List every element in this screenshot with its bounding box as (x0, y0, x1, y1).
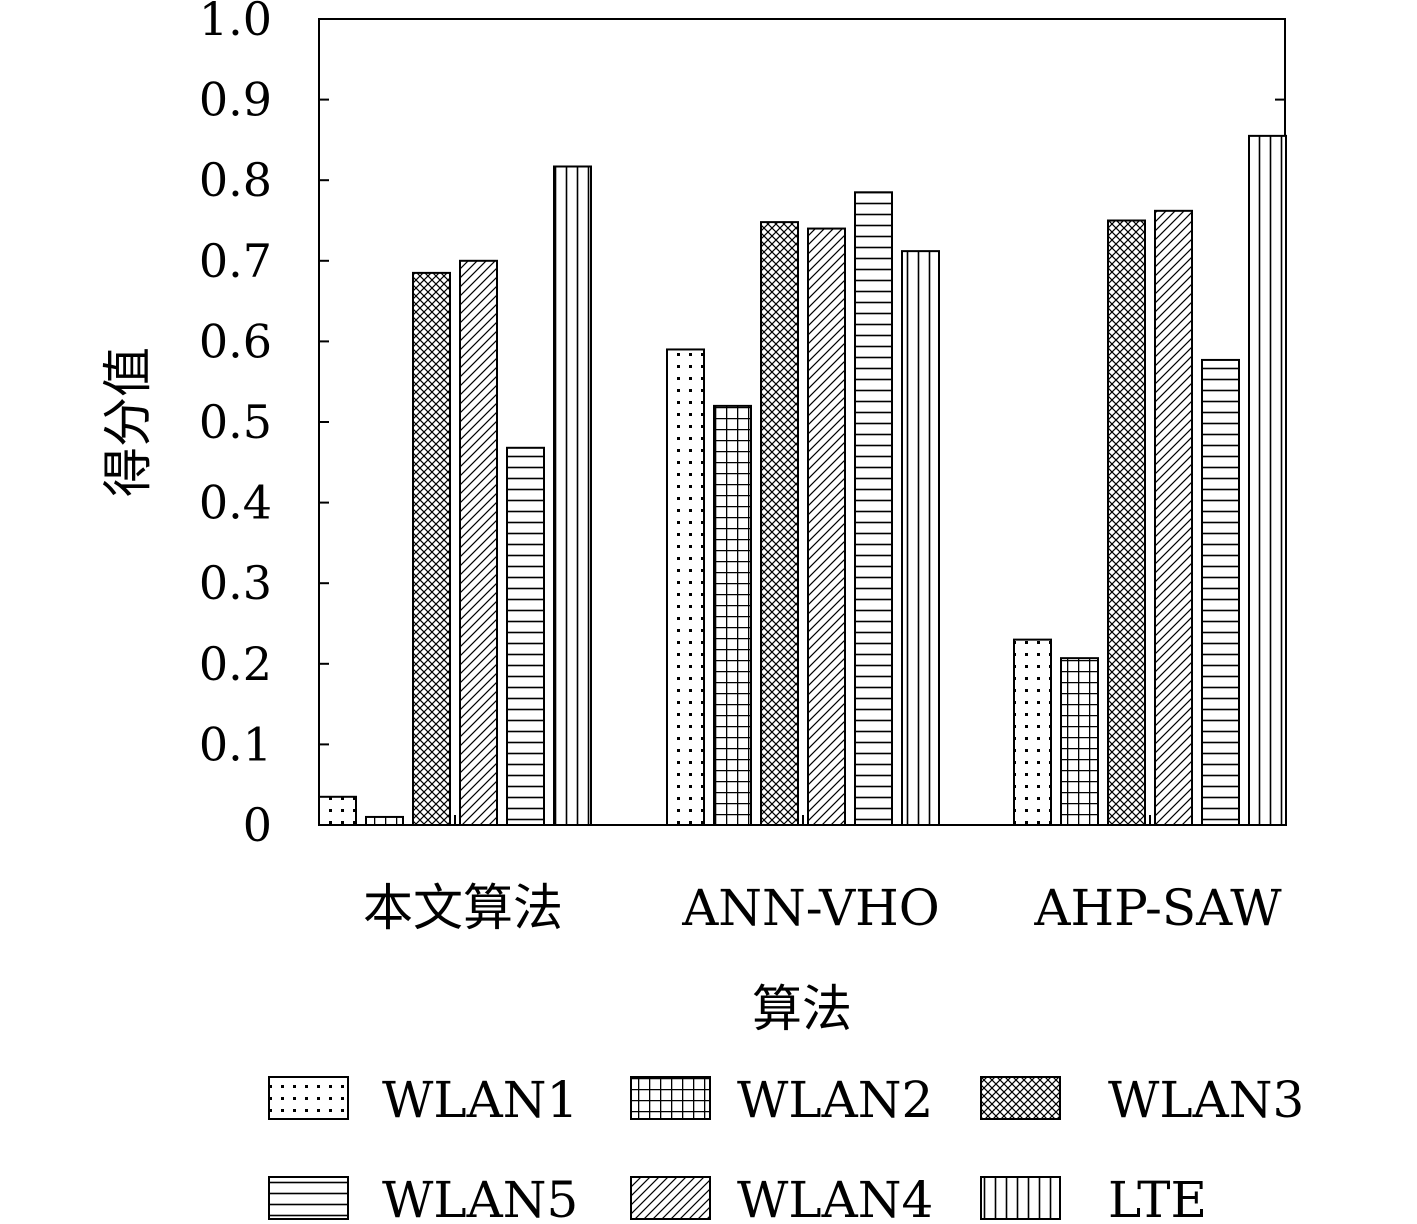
legend-label-wlan1: WLAN1 (382, 1071, 578, 1129)
y-tick-label: 0.6 (199, 314, 272, 368)
legend-label-wlan3: WLAN3 (1108, 1071, 1304, 1129)
y-tick-label: 0.4 (199, 476, 272, 530)
y-tick-label: 0 (243, 798, 272, 852)
bar-wlan3-0 (412, 271, 451, 826)
bar-wlan1-0 (318, 795, 357, 826)
legend-swatch-wlan5 (268, 1176, 349, 1220)
bar-wlan4-0 (459, 259, 498, 826)
bar-lte-0 (553, 165, 592, 827)
bar-wlan4-1 (807, 227, 846, 826)
y-tick-label: 0.9 (199, 73, 272, 127)
bar-wlan3-2 (1107, 219, 1146, 826)
bar-lte-1 (901, 250, 940, 827)
bar-wlan1-1 (666, 348, 705, 826)
legend-label-lte: LTE (1108, 1171, 1207, 1224)
legend-swatch-wlan1 (268, 1076, 349, 1120)
legend-label-wlan2: WLAN2 (737, 1071, 933, 1129)
y-axis-title: 得分值 (99, 347, 157, 497)
bar-wlan1-2 (1013, 638, 1052, 826)
legend-swatch-lte (980, 1176, 1061, 1220)
bar-wlan5-2 (1201, 358, 1240, 826)
y-tick-label: 0.7 (199, 234, 272, 288)
legend-label-wlan5: WLAN5 (382, 1171, 578, 1224)
bar-wlan2-0 (365, 815, 404, 827)
bar-wlan2-1 (713, 404, 752, 826)
y-axis: 0 0.1 0.2 0.3 0.4 0.5 0.6 0.7 0.8 0.9 1.0 (199, 0, 1285, 852)
bar-wlan5-0 (506, 446, 545, 826)
legend-swatch-wlan2 (630, 1076, 711, 1120)
bar-lte-2 (1248, 134, 1287, 826)
x-tick-label: 本文算法 (363, 879, 563, 937)
bars (318, 134, 1287, 827)
y-tick-label: 0.5 (199, 395, 272, 449)
bar-wlan2-2 (1060, 657, 1099, 827)
legend-label-wlan4: WLAN4 (737, 1171, 933, 1224)
x-tick-label: AHP-SAW (1033, 879, 1282, 937)
y-tick-label: 0.8 (199, 153, 272, 207)
y-tick-label: 0.2 (199, 637, 272, 691)
y-tick-label: 0.3 (199, 556, 272, 610)
bar-wlan5-1 (854, 191, 893, 827)
x-axis: 本文算法 ANN-VHO AHP-SAW (363, 815, 1282, 937)
bar-wlan4-2 (1154, 209, 1193, 826)
legend: WLAN1 WLAN2 WLAN3 WLAN5 WLAN4 LTE (268, 1071, 1304, 1224)
y-tick-label: 1.0 (199, 0, 272, 46)
bar-wlan3-1 (760, 221, 799, 826)
x-tick-label: ANN-VHO (681, 879, 940, 937)
legend-swatch-wlan4 (630, 1176, 711, 1220)
y-tick-label: 0.1 (199, 717, 272, 771)
x-axis-title: 算法 (752, 980, 852, 1038)
legend-swatch-wlan3 (980, 1076, 1061, 1120)
